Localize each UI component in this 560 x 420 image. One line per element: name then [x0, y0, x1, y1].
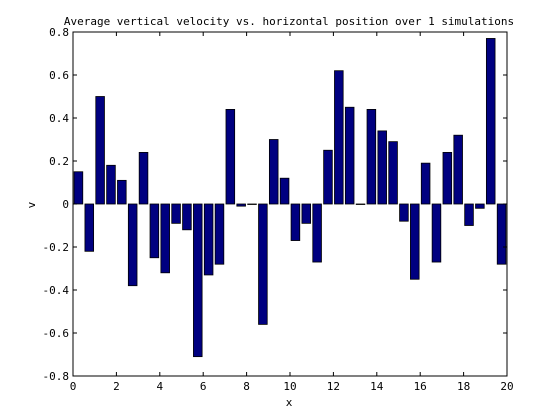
bar	[301, 203, 312, 224]
bar	[95, 96, 105, 205]
bar	[334, 70, 344, 205]
bar	[377, 130, 387, 205]
bar	[225, 109, 236, 205]
bar	[431, 203, 442, 263]
y-tick-label: -0.2	[43, 241, 70, 254]
bar	[106, 164, 116, 205]
bar	[344, 106, 355, 205]
bar	[258, 203, 268, 325]
y-tick-label: -0.8	[43, 370, 70, 383]
bar	[366, 109, 377, 205]
bars-group	[73, 38, 507, 358]
bar	[355, 203, 366, 205]
bar	[84, 203, 95, 252]
x-tick-label: 18	[457, 380, 470, 393]
x-tick-label: 4	[156, 380, 163, 393]
bar	[388, 141, 398, 205]
bar	[399, 203, 409, 222]
bar	[485, 38, 496, 205]
bar	[475, 203, 485, 209]
bar	[453, 134, 463, 205]
bar	[420, 162, 431, 205]
bar	[279, 177, 290, 205]
y-tick-label: 0.4	[49, 112, 69, 125]
plot-frame	[72, 31, 508, 377]
bar	[171, 203, 181, 224]
bar	[214, 203, 225, 265]
bar	[127, 203, 138, 287]
bar	[442, 151, 453, 205]
bar	[496, 203, 507, 265]
bar	[138, 151, 149, 205]
x-tick-label: 0	[70, 380, 77, 393]
x-tick-label: 10	[283, 380, 296, 393]
y-tick-label: 0	[62, 198, 69, 211]
x-tick-label: 16	[414, 380, 427, 393]
bar	[312, 203, 322, 263]
x-tick-label: 12	[327, 380, 340, 393]
bar	[464, 203, 474, 226]
axis-ticks: 0 2 4 6 8 10 12 14 16 18 20 -0.8 -0.6 -0.4 -0.2 0 0.2 0.4…	[43, 26, 514, 393]
bar	[203, 203, 214, 276]
y-tick-label: 0.6	[49, 69, 69, 82]
y-tick-label: -0.4	[43, 284, 70, 297]
bar	[323, 149, 333, 205]
y-tick-label: -0.6	[43, 327, 70, 340]
x-tick-label: 6	[200, 380, 207, 393]
bar	[236, 203, 246, 207]
bar	[290, 203, 301, 241]
x-axis-label: x	[286, 396, 293, 409]
bar	[410, 203, 420, 280]
bar	[247, 203, 257, 205]
bar	[182, 203, 192, 231]
bar	[193, 203, 203, 358]
bar	[268, 139, 279, 205]
x-tick-label: 2	[113, 380, 120, 393]
y-tick-label: 0.8	[49, 26, 69, 39]
y-tick-label: 0.2	[49, 155, 69, 168]
bar	[149, 203, 160, 259]
y-axis-label: v	[25, 201, 38, 208]
chart-title: Average vertical velocity vs. horizontal…	[64, 15, 514, 28]
x-tick-label: 8	[243, 380, 250, 393]
bar	[160, 203, 170, 274]
bar	[73, 171, 84, 205]
x-tick-label: 14	[370, 380, 384, 393]
x-tick-label: 20	[500, 380, 513, 393]
bar	[117, 179, 127, 205]
